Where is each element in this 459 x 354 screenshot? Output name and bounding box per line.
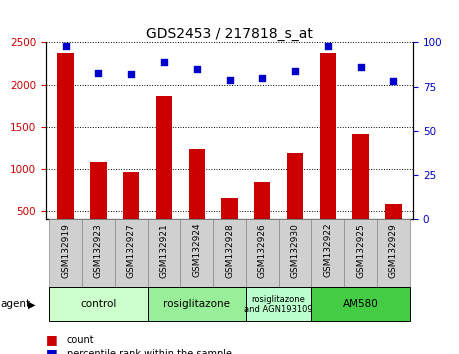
Bar	[49, 287, 147, 321]
Bar	[353, 135, 369, 253]
Bar	[82, 219, 115, 287]
Bar	[312, 219, 344, 287]
Title: GDS2453 / 217818_s_at: GDS2453 / 217818_s_at	[146, 28, 313, 41]
Bar	[156, 96, 172, 253]
Bar	[312, 287, 410, 321]
Text: ■: ■	[46, 333, 58, 346]
Point	[291, 68, 299, 74]
Bar	[246, 287, 312, 321]
Point	[95, 70, 102, 75]
Bar	[90, 162, 106, 253]
Text: GSM132919: GSM132919	[61, 223, 70, 278]
Text: agent: agent	[0, 299, 30, 309]
Bar	[115, 219, 147, 287]
Point	[226, 77, 233, 82]
Bar	[57, 53, 74, 253]
Text: ▶: ▶	[28, 299, 36, 309]
Text: GSM132927: GSM132927	[127, 223, 136, 278]
Text: GSM132930: GSM132930	[291, 223, 300, 278]
Point	[258, 75, 266, 81]
Bar	[279, 219, 312, 287]
Bar	[246, 219, 279, 287]
Point	[357, 64, 364, 70]
Bar	[123, 172, 140, 253]
Text: rosiglitazone: rosiglitazone	[163, 299, 230, 309]
Point	[128, 72, 135, 77]
Bar	[287, 153, 303, 253]
Text: AM580: AM580	[343, 299, 379, 309]
Text: ■: ■	[46, 348, 58, 354]
Point	[324, 43, 331, 49]
Text: GSM132925: GSM132925	[356, 223, 365, 278]
Text: GSM132924: GSM132924	[192, 223, 201, 278]
Text: percentile rank within the sample: percentile rank within the sample	[67, 349, 231, 354]
Text: count: count	[67, 335, 94, 345]
Text: GSM132921: GSM132921	[159, 223, 168, 278]
Point	[160, 59, 168, 65]
Text: GSM132929: GSM132929	[389, 223, 398, 278]
Text: GSM132923: GSM132923	[94, 223, 103, 278]
Bar	[213, 219, 246, 287]
Bar	[385, 204, 402, 253]
Bar	[254, 182, 270, 253]
Point	[390, 79, 397, 84]
Text: GSM132922: GSM132922	[323, 223, 332, 278]
Point	[193, 66, 201, 72]
Bar	[147, 287, 246, 321]
Bar	[319, 53, 336, 253]
Bar	[189, 149, 205, 253]
Text: GSM132926: GSM132926	[258, 223, 267, 278]
Text: rosiglitazone
and AGN193109: rosiglitazone and AGN193109	[244, 295, 313, 314]
Text: GSM132928: GSM132928	[225, 223, 234, 278]
Bar	[49, 219, 82, 287]
Bar	[180, 219, 213, 287]
Bar	[377, 219, 410, 287]
Point	[62, 43, 69, 49]
Bar	[221, 198, 238, 253]
Bar	[147, 219, 180, 287]
Bar	[344, 219, 377, 287]
Text: control: control	[80, 299, 117, 309]
